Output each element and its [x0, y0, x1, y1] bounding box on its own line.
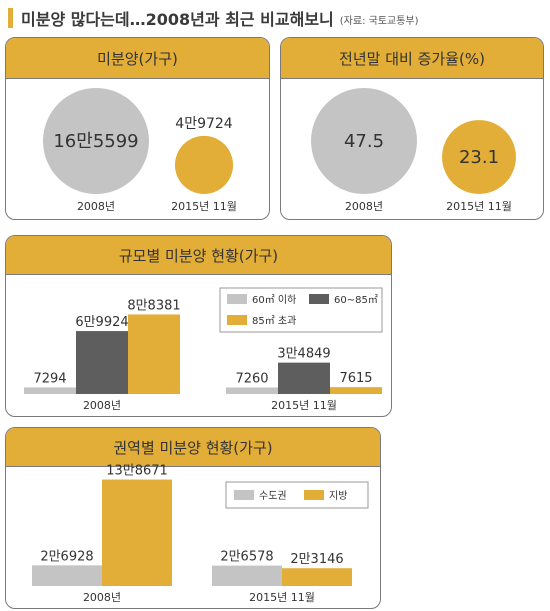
bar-value-label-0-0: 7294 — [33, 371, 66, 386]
category-label-1: 2015년 11월 — [271, 399, 337, 412]
legend-label-2: 85㎡ 초과 — [252, 315, 296, 327]
legend-label-0: 60㎡ 이하 — [252, 293, 296, 306]
bar-0-0 — [32, 565, 102, 586]
panel-by-size: 규모별 미분양 현황(가구) 2008년 7294 6만9924 8만8381 2015… — [5, 235, 392, 417]
category-label-0: 2008년 — [77, 200, 115, 213]
category-label-1: 2015년 11월 — [171, 200, 237, 213]
bar-0-1 — [102, 479, 172, 586]
bubble-0 — [43, 88, 149, 194]
header-accent-bar — [8, 8, 13, 28]
panel-title: 권역별 미분양 현황(가구) — [6, 428, 380, 467]
category-label-0: 2008년 — [83, 591, 121, 604]
bubble-value-label-1: 23.1 — [459, 147, 499, 168]
legend-label-1: 60~85㎡ — [334, 294, 378, 306]
bubble-0 — [311, 88, 417, 194]
bar-value-label-0-1: 6만9924 — [75, 315, 128, 330]
bar-1-0 — [212, 565, 282, 586]
legend-label-0: 수도권 — [259, 490, 287, 502]
header: 미분양 많다는데…2008년과 최근 비교해보니 (자료: 국토교통부) — [8, 7, 419, 29]
bar-1-1 — [278, 362, 330, 394]
bubble-value-label-1: 4만9724 — [175, 116, 233, 132]
source-note: (자료: 국토교통부) — [339, 16, 419, 27]
bar-1-2 — [330, 387, 382, 394]
bar-value-label-0-0: 2만6928 — [40, 549, 93, 564]
panel-growth-rate: 전년말 대비 증가율(%) 47.5 2008년 23.1 2015년 11월 — [280, 37, 544, 220]
bar-1-0 — [226, 387, 278, 394]
legend-swatch-0 — [234, 490, 254, 500]
bar-1-1 — [282, 568, 352, 586]
bar-value-label-1-1: 3만4849 — [277, 347, 330, 362]
category-label-1: 2015년 11월 — [249, 591, 315, 604]
panel-by-region: 권역별 미분양 현황(가구) 2008년 2만6928 13만8671 2015년 1… — [5, 427, 381, 609]
bubble-1 — [442, 120, 516, 194]
bar-value-label-0-1: 13만8671 — [106, 464, 168, 479]
bubble-value-label-0: 16만5599 — [53, 131, 138, 152]
bar-value-label-1-0: 2만6578 — [220, 550, 273, 565]
legend-swatch-1 — [309, 294, 329, 304]
bar-0-1 — [76, 331, 128, 394]
legend-swatch-1 — [304, 490, 324, 500]
legend-swatch-0 — [227, 294, 247, 304]
panel-title: 규모별 미분양 현황(가구) — [6, 236, 391, 275]
bar-0-0 — [24, 387, 76, 394]
bubble-value-label-0: 47.5 — [344, 131, 384, 152]
legend-label-1: 지방 — [329, 490, 347, 502]
panel-title: 미분양(가구) — [6, 38, 269, 79]
page-title: 미분양 많다는데…2008년과 최근 비교해보니 — [21, 10, 334, 29]
bubble-chart-unsold-total: 16만5599 2008년 4만9724 2015년 11월 — [43, 88, 237, 213]
category-label-0: 2008년 — [83, 399, 121, 412]
legend-swatch-2 — [227, 315, 247, 325]
bubble-1 — [174, 135, 234, 194]
panel-title: 전년말 대비 증가율(%) — [281, 38, 543, 79]
bar-value-label-1-2: 7615 — [339, 371, 372, 386]
bar-chart-by-region: 2008년 2만6928 13만8671 2015년 11월 2만6578 2만3146 수… — [32, 464, 369, 604]
category-label-0: 2008년 — [345, 200, 383, 213]
bar-value-label-1-1: 2만3146 — [290, 552, 343, 567]
category-label-1: 2015년 11월 — [446, 200, 512, 213]
bar-0-2 — [128, 314, 180, 394]
bar-value-label-0-2: 8만8381 — [127, 298, 180, 313]
bar-value-label-1-0: 7260 — [235, 371, 268, 386]
bubble-chart-growth-rate: 47.5 2008년 23.1 2015년 11월 — [311, 88, 516, 213]
panel-unsold-total: 미분양(가구) 16만5599 2008년 4만9724 2015년 11월 — [5, 37, 270, 220]
